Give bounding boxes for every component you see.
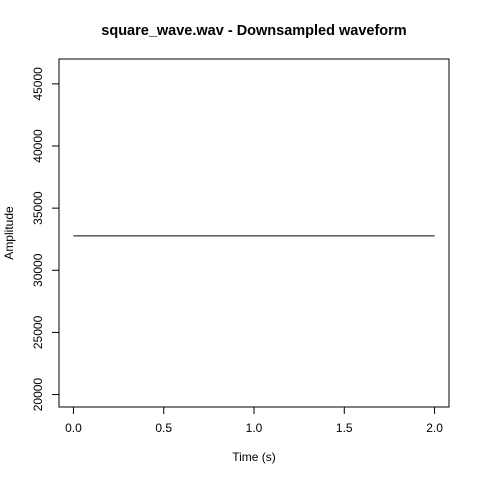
x-axis-label: Time (s)	[232, 450, 276, 464]
y-tick-label: 40000	[31, 129, 45, 163]
x-axis: 0.0 0.5 1.0 1.5 2.0	[65, 406, 443, 435]
y-tick-label: 30000	[31, 253, 45, 287]
y-tick-label: 25000	[31, 315, 45, 349]
y-tick-label: 45000	[31, 67, 45, 101]
x-tick-label: 2.0	[426, 421, 443, 435]
y-axis-label: Amplitude	[2, 206, 16, 260]
x-tick-label: 0.0	[65, 421, 82, 435]
y-tick-label: 20000	[31, 378, 45, 412]
x-tick-label: 0.5	[155, 421, 172, 435]
x-tick-label: 1.5	[336, 421, 353, 435]
x-tick-label: 1.0	[246, 421, 263, 435]
chart-title: square_wave.wav - Downsampled waveform	[101, 23, 406, 39]
y-axis: 20000 25000 30000 35000 40000 45000	[31, 67, 60, 412]
y-tick-label: 35000	[31, 191, 45, 225]
plot-frame	[58, 58, 450, 408]
